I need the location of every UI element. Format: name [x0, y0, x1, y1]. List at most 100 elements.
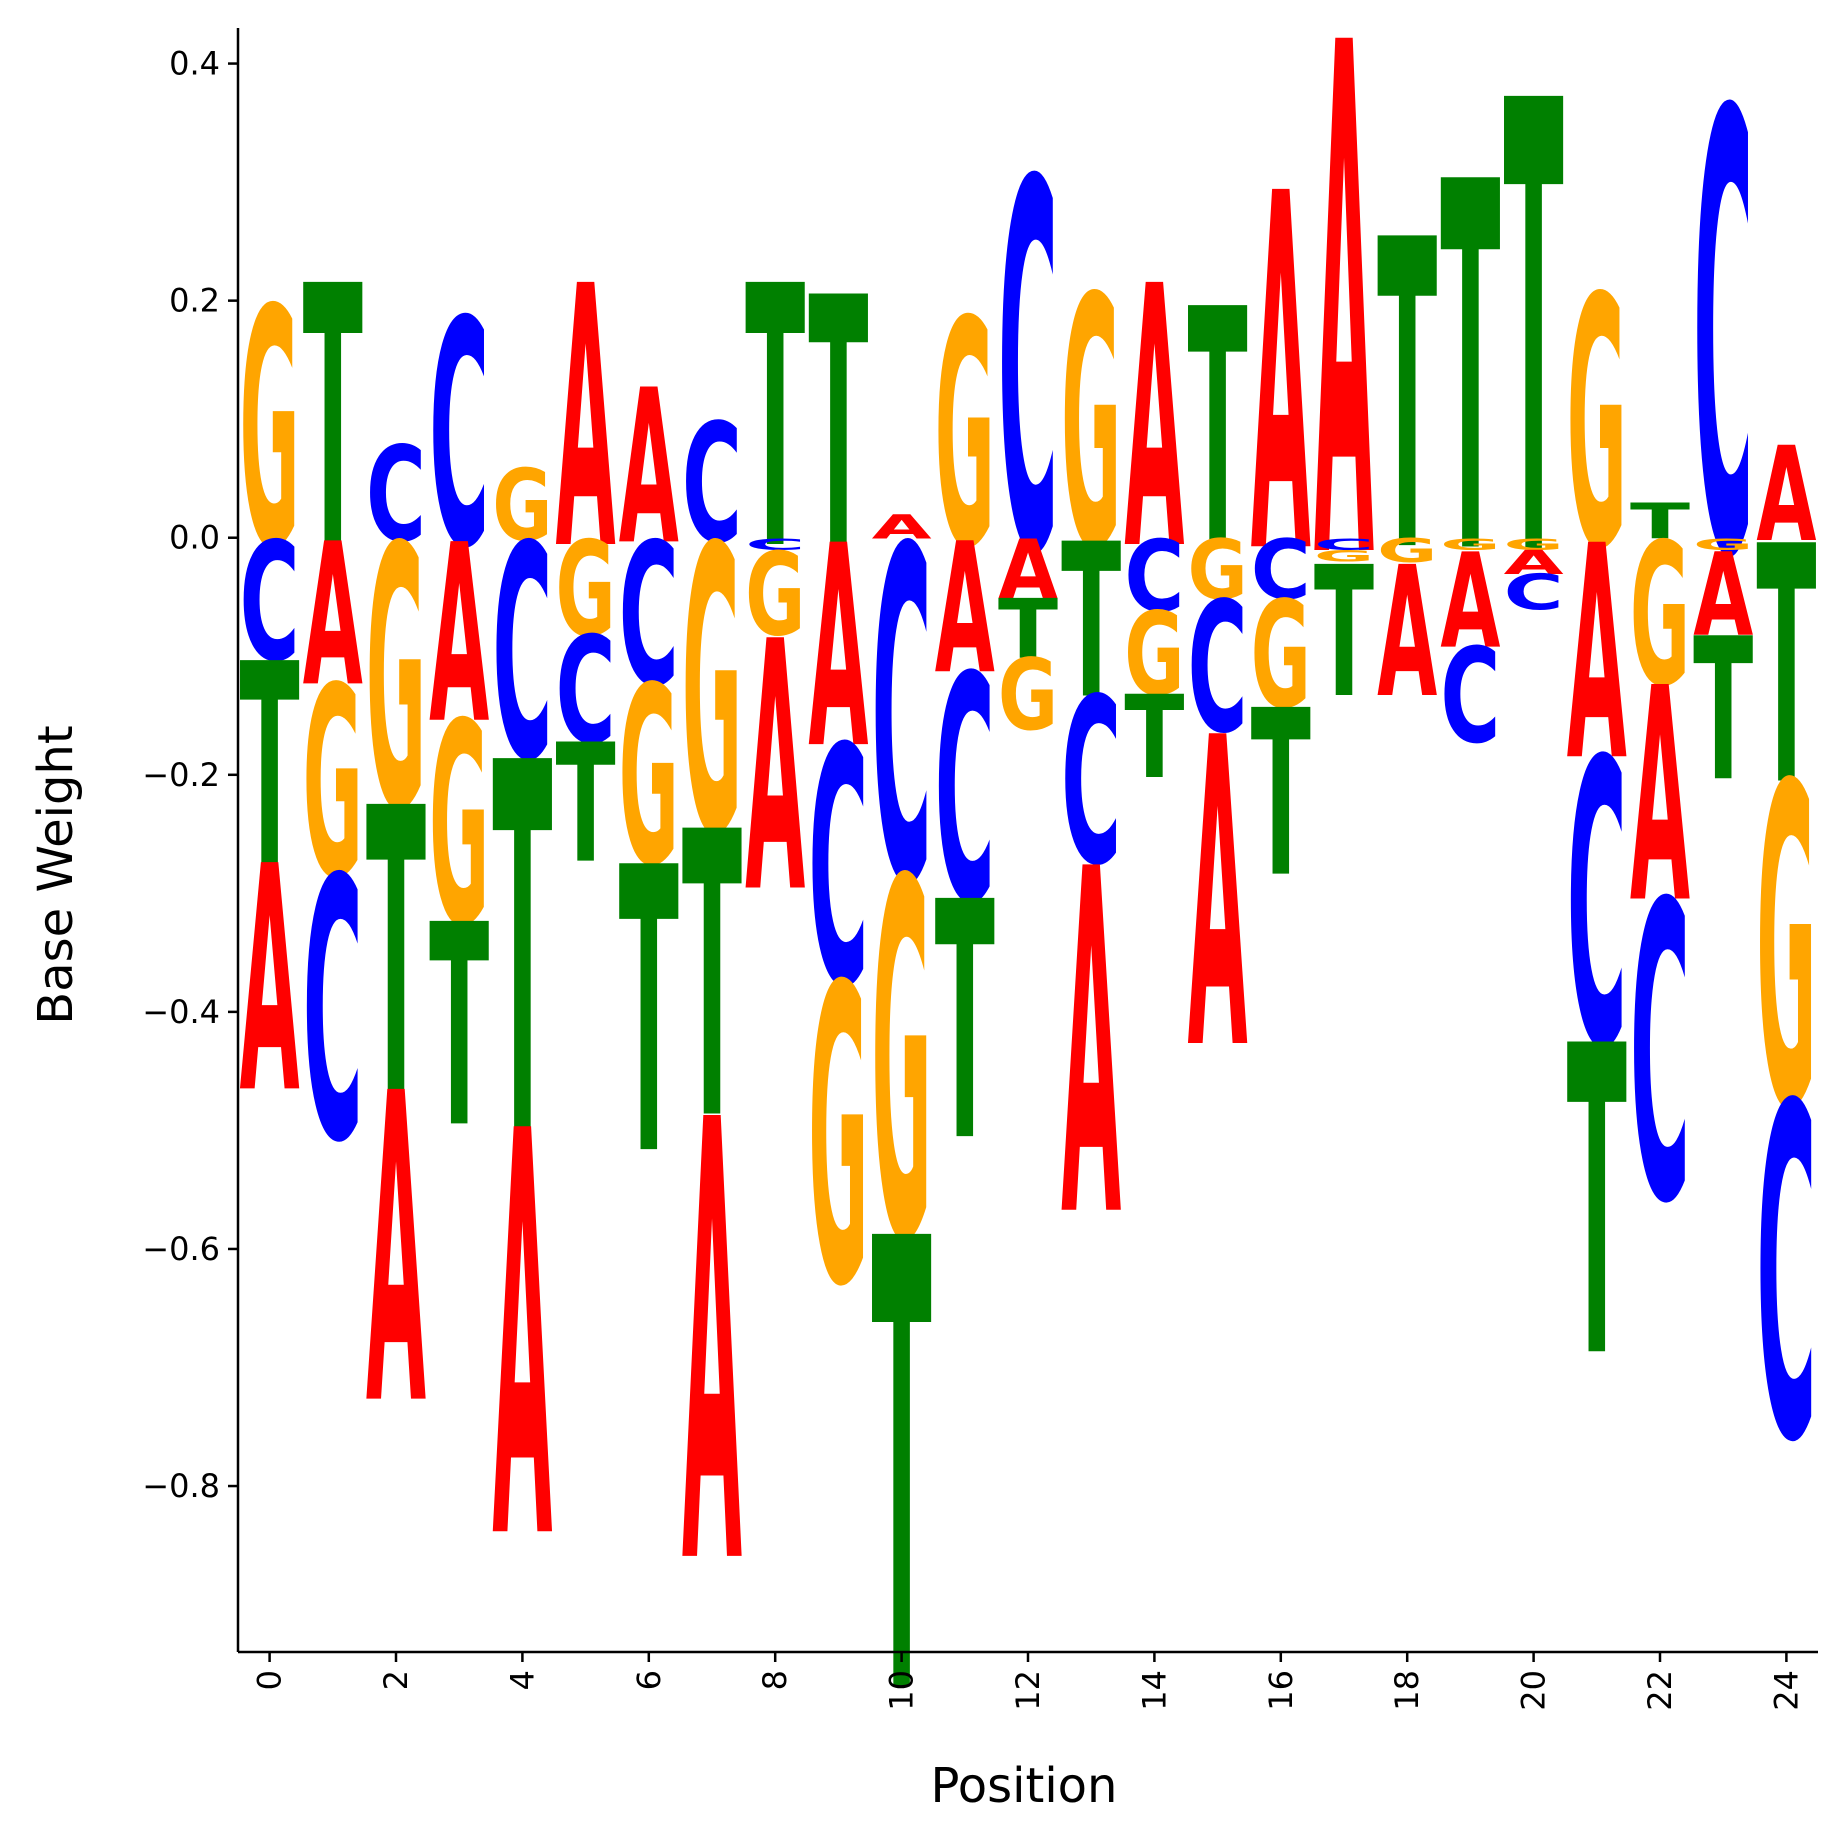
logo-letter-T-pos5: T — [556, 709, 616, 900]
logo-letter-T-pos10: T — [872, 1110, 933, 1834]
logo-letter-C-pos24: C — [1756, 1010, 1816, 1543]
logo-letter-T-pos0: T — [240, 605, 300, 929]
x-tick-label: 8 — [756, 1670, 794, 1690]
logo-letter-T-pos13: T — [1061, 500, 1121, 747]
x-tick-label: 16 — [1262, 1670, 1300, 1711]
logo-letter-T-pos4: T — [492, 658, 553, 1247]
x-tick-label: 2 — [377, 1670, 415, 1690]
logo-letter-G-pos17: G — [1314, 547, 1374, 566]
logo-letter-A-pos3: A — [429, 492, 489, 778]
logo-letter-G-pos15: G — [1188, 524, 1248, 619]
logo-letter-C-pos2: C — [366, 419, 426, 571]
logo-letter-C-pos3: C — [429, 255, 489, 617]
logo-letter-T-pos17: T — [1314, 530, 1374, 738]
logo-letter-A-pos24: A — [1756, 420, 1816, 572]
y-tick-label: −0.2 — [142, 756, 220, 794]
y-tick-label: −0.6 — [142, 1230, 220, 1268]
logo-letter-G-pos9: G — [808, 903, 868, 1378]
x-axis-title: Position — [931, 1758, 1118, 1814]
logo-letter-A-pos11: A — [935, 505, 995, 714]
logo-letter-A-pos13: A — [1061, 772, 1122, 1323]
logo-letter-C-pos16: C — [1251, 523, 1311, 618]
y-tick-label: 0.2 — [169, 282, 220, 320]
logo-letter-A-pos22: A — [1630, 625, 1690, 968]
logo-letter-G-pos6: G — [619, 634, 679, 920]
x-tick-label: 18 — [1388, 1670, 1426, 1711]
axes-layer: −0.8−0.6−0.4−0.20.00.20.40 2 4 6 8 10 12 14 16 18… — [142, 28, 1818, 1711]
logo-letter-C-pos15: C — [1188, 563, 1248, 773]
logo-letter-G-pos8: G — [745, 529, 805, 662]
logo-letter-T-pos21: T — [1567, 958, 1628, 1452]
logo-letter-T-pos19: T — [1440, 77, 1501, 666]
logo-letter-G-pos2: G — [366, 472, 426, 891]
y-axis-title: Base Weight — [28, 725, 84, 1024]
logo-letter-C-pos9: C — [808, 680, 868, 1060]
logo-letter-C-pos11: C — [935, 610, 995, 972]
logo-letter-T-pos14: T — [1124, 671, 1184, 804]
logo-letter-A-pos5: A — [556, 212, 617, 629]
logo-letter-T-pos18: T — [1377, 152, 1438, 646]
logo-letter-T-pos3: T — [429, 866, 489, 1190]
logo-letter-G-pos18: G — [1377, 532, 1437, 570]
logo-letter-A-pos21: A — [1567, 483, 1627, 826]
x-tick-label: 12 — [1009, 1670, 1047, 1711]
logo-letter-A-pos8: A — [745, 569, 805, 969]
logo-letter-C-pos17: C — [1314, 535, 1374, 554]
x-tick-label: 24 — [1767, 1670, 1805, 1711]
logo-letter-G-pos7: G — [682, 465, 742, 922]
logo-letter-A-pos6: A — [619, 345, 679, 592]
x-tick-label: 0 — [251, 1670, 289, 1690]
x-tick-label: 10 — [883, 1670, 921, 1711]
logo-letter-C-pos8: C — [745, 535, 805, 554]
logo-letter-A-pos7: A — [682, 995, 743, 1699]
logo-letter-T-pos11: T — [935, 834, 995, 1214]
logo-letter-G-pos1: G — [303, 633, 363, 937]
x-tick-label: 20 — [1515, 1670, 1553, 1711]
x-tick-label: 22 — [1641, 1670, 1679, 1711]
x-tick-label: 4 — [503, 1670, 541, 1690]
logo-letter-C-pos4: C — [492, 484, 552, 826]
logo-letter-G-pos11: G — [935, 257, 995, 618]
logo-letter-G-pos3: G — [429, 663, 489, 987]
logo-letter-T-pos23: T — [1693, 596, 1753, 824]
logo-letter-G-pos23: G — [1693, 535, 1753, 554]
logo-letter-C-pos22: C — [1630, 820, 1690, 1294]
logo-letter-G-pos22: G — [1630, 502, 1690, 730]
logo-letter-G-pos24: G — [1756, 692, 1816, 1207]
logo-letter-T-pos16: T — [1251, 661, 1311, 928]
logo-letter-A-pos20: A — [1504, 544, 1564, 582]
logo-letter-A-pos2: A — [366, 1006, 427, 1500]
logo-letter-G-pos5: G — [556, 514, 616, 666]
x-tick-label: 6 — [630, 1670, 668, 1690]
y-tick-label: −0.4 — [142, 993, 220, 1031]
logo-letter-G-pos4: G — [492, 450, 552, 563]
logo-letter-C-pos20: C — [1504, 564, 1564, 621]
logo-letter-C-pos0: C — [240, 509, 300, 699]
logo-letter-A-pos9: A — [808, 488, 868, 811]
logo-letter-C-pos12: C — [998, 76, 1058, 667]
logo-letter-T-pos8: T — [745, 210, 806, 629]
x-tick-label: 14 — [1135, 1670, 1173, 1711]
logo-letter-A-pos15: A — [1188, 651, 1249, 1145]
y-tick-label: −0.8 — [142, 1467, 220, 1505]
logo-letter-A-pos16: A — [1251, 91, 1312, 662]
logo-letter-A-pos23: A — [1693, 529, 1753, 662]
logo-letter-T-pos9: T — [808, 226, 868, 626]
logo-letter-C-pos7: C — [682, 390, 742, 580]
logo-letter-G-pos12: G — [998, 640, 1058, 753]
logo-letter-C-pos21: C — [1567, 678, 1627, 1135]
logo-letter-C-pos5: C — [556, 607, 616, 778]
logo-letter-C-pos19: C — [1440, 620, 1500, 772]
logo-letter-C-pos14: C — [1124, 520, 1184, 634]
logo-letter-C-pos23: C — [1693, 0, 1753, 691]
logo-letter-A-pos1: A — [303, 503, 363, 731]
logo-letter-G-pos20: G — [1504, 535, 1564, 554]
logo-letter-G-pos21: G — [1567, 226, 1627, 626]
logo-letter-C-pos13: C — [1061, 650, 1121, 916]
logo-letter-T-pos2: T — [366, 727, 427, 1184]
logo-letter-A-pos4: A — [492, 1016, 553, 1663]
logo-letter-G-pos19: G — [1440, 535, 1500, 554]
logo-letter-A-pos14: A — [1124, 212, 1185, 629]
